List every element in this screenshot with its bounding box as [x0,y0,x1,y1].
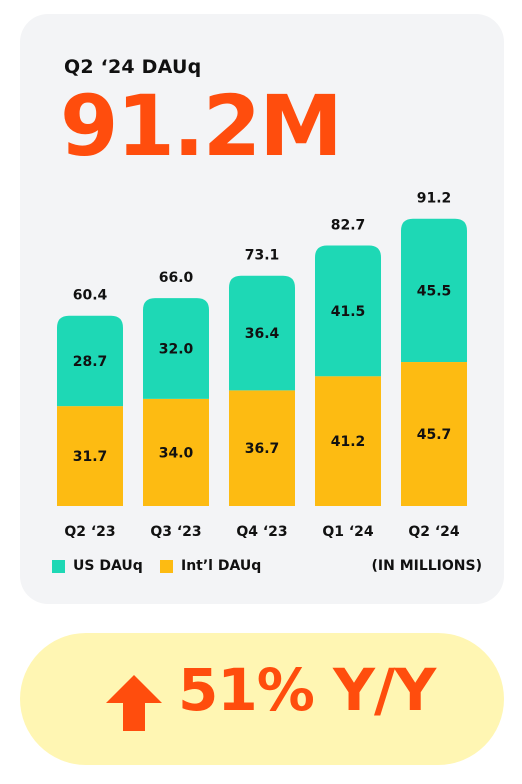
legend-swatch-intl [160,559,173,573]
legend: US DAUq Int’l DAUq (IN MILLIONS) [52,558,482,578]
legend-label-us: US DAUq [73,558,143,574]
bar-us [315,245,381,377]
total-label: 91.2 [417,191,452,207]
x-tick-label: Q3 ‘23 [150,524,201,540]
data-label-intl: 34.0 [159,445,194,461]
x-tick-label: Q2 ‘23 [64,524,115,540]
legend-swatch-us [52,559,65,573]
legend-label-intl: Int’l DAUq [181,558,262,574]
data-label-us: 28.7 [73,354,108,370]
yoy-banner: 51% Y/Y [20,633,504,765]
x-tick-label: Q4 ‘23 [236,524,287,540]
bar-us [229,275,295,391]
legend-item-us: US DAUq [52,558,143,574]
data-label-intl: 45.7 [417,427,452,443]
data-label-us: 45.5 [417,283,452,299]
bar-us [401,218,467,363]
yoy-text: 51% Y/Y [178,656,436,724]
bar-us [143,298,209,399]
total-label: 73.1 [245,248,280,264]
data-label-intl: 36.7 [245,441,280,457]
chart-subtitle: Q2 ‘24 DAUq [64,56,202,78]
legend-item-intl: Int’l DAUq [160,558,261,574]
total-label: 66.0 [159,270,194,286]
total-label: 60.4 [73,288,108,304]
headline-value: 91.2M [60,77,343,175]
bar-intl [229,390,295,506]
data-label-intl: 31.7 [73,449,108,465]
data-label-us: 36.4 [245,326,280,342]
data-label-us: 32.0 [159,342,194,358]
bar-intl [315,376,381,506]
stacked-bar-chart: 31.7 28.7 60.4 Q2 ‘23 34.0 32.0 66.0 Q3 ‘23 36.7… [57,191,467,540]
bar-intl [57,406,123,506]
x-tick-label: Q1 ‘24 [322,524,374,540]
bar-intl [401,362,467,506]
units-label: (IN MILLIONS) [371,558,483,574]
data-label-us: 41.5 [331,304,366,320]
bar-intl [143,398,209,506]
x-tick-label: Q2 ‘24 [408,524,460,540]
data-label-intl: 41.2 [331,434,366,450]
bar-us [57,315,123,407]
total-label: 82.7 [331,217,366,233]
arrow-up-icon [106,675,162,731]
